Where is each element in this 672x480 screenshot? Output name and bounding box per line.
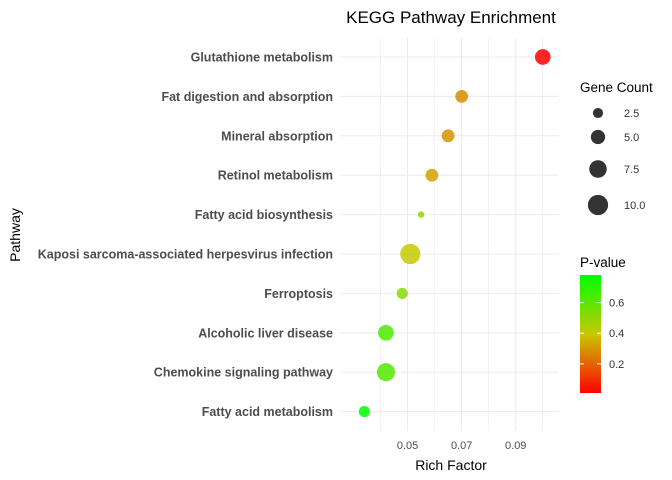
size-legend-label: 2.5 bbox=[624, 108, 639, 120]
color-legend-label: 0.6 bbox=[609, 298, 624, 310]
y-axis-labels: Glutathione metabolism Fat digestion and … bbox=[38, 51, 333, 420]
data-point bbox=[534, 49, 551, 65]
x-tick-label: 0.05 bbox=[397, 440, 418, 452]
x-axis-title: Rich Factor bbox=[415, 457, 487, 473]
grid-lines bbox=[340, 38, 559, 431]
y-axis-title: Pathway bbox=[7, 208, 23, 262]
chart-title: KEGG Pathway Enrichment bbox=[346, 8, 556, 27]
data-point bbox=[441, 129, 455, 143]
data-point bbox=[425, 168, 439, 182]
data-point bbox=[400, 243, 421, 265]
data-point bbox=[417, 211, 425, 218]
y-tick-label: Kaposi sarcoma-associated herpesvirus in… bbox=[38, 248, 333, 262]
color-legend: P-value 0.2 0.4 0.6 bbox=[580, 255, 626, 393]
size-legend-label: 5.0 bbox=[624, 132, 639, 144]
size-legend-label: 10.0 bbox=[624, 200, 645, 212]
p-value-colorbar bbox=[580, 275, 601, 393]
y-tick-label: Glutathione metabolism bbox=[191, 51, 333, 65]
y-tick-label: Ferroptosis bbox=[264, 287, 333, 301]
y-tick-label: Retinol metabolism bbox=[218, 169, 333, 183]
data-points bbox=[358, 49, 551, 418]
size-legend: Gene Count 2.5 5.0 7.5 10.0 bbox=[580, 80, 653, 216]
data-point bbox=[378, 324, 394, 341]
data-point bbox=[455, 90, 469, 103]
data-point bbox=[396, 287, 408, 299]
size-legend-label: 7.5 bbox=[624, 164, 639, 176]
size-legend-key bbox=[592, 107, 604, 119]
y-tick-label: Fatty acid biosynthesis bbox=[195, 208, 333, 222]
y-tick-label: Chemokine signaling pathway bbox=[154, 366, 333, 380]
y-tick-label: Mineral absorption bbox=[221, 129, 333, 143]
size-legend-key bbox=[590, 129, 606, 145]
color-legend-label: 0.4 bbox=[609, 328, 624, 340]
x-axis-ticks: 0.05 0.07 0.09 bbox=[397, 440, 527, 452]
x-tick-label: 0.09 bbox=[505, 440, 526, 452]
data-point bbox=[376, 363, 396, 382]
y-tick-label: Fat digestion and absorption bbox=[161, 90, 333, 104]
color-legend-title: P-value bbox=[580, 255, 626, 270]
y-tick-label: Alcoholic liver disease bbox=[198, 326, 333, 340]
data-point bbox=[358, 406, 370, 418]
y-tick-label: Fatty acid metabolism bbox=[202, 405, 333, 419]
size-legend-key bbox=[589, 160, 607, 178]
size-legend-key bbox=[587, 194, 609, 216]
size-legend-title: Gene Count bbox=[580, 80, 653, 95]
x-tick-label: 0.07 bbox=[451, 440, 472, 452]
color-legend-label: 0.2 bbox=[609, 359, 624, 371]
